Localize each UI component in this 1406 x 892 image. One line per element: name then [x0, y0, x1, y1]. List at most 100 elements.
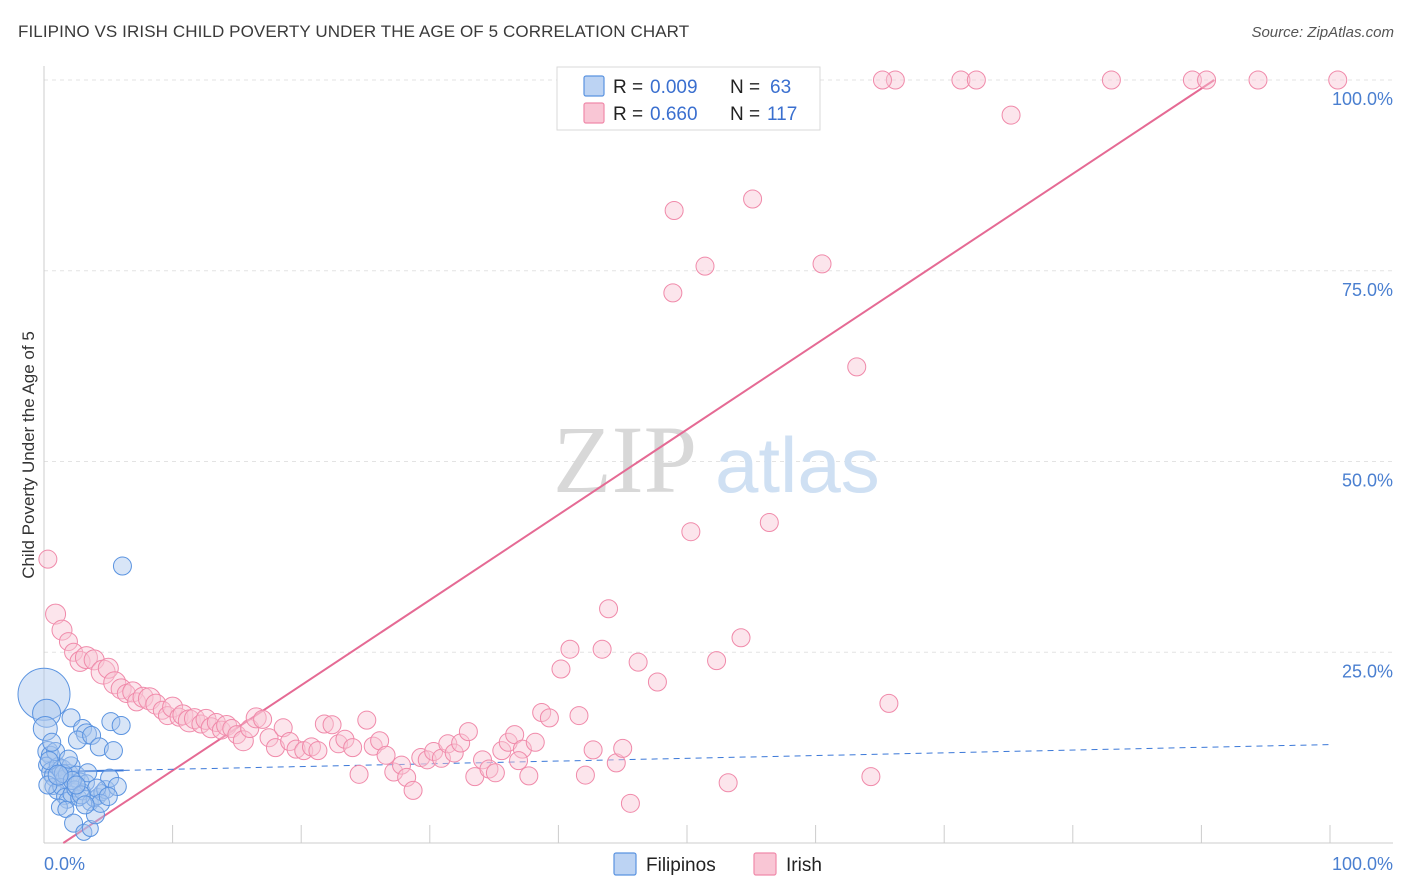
irish-point-75	[519, 766, 539, 786]
irish-point-89	[628, 652, 648, 672]
irish-point-98	[743, 189, 763, 209]
filipinos-point-33	[57, 800, 75, 818]
legend-swatch-filipinos	[583, 75, 605, 97]
irish-point-82	[575, 765, 595, 785]
filipinos-point-42	[82, 725, 102, 745]
filipinos-point-46	[111, 715, 131, 735]
irish-point-4	[64, 642, 84, 662]
y-axis-label: Child Poverty Under the Age of 5	[19, 331, 38, 579]
irish-point-48	[335, 729, 355, 749]
irish-point-78	[539, 708, 559, 728]
irish-point-32	[227, 725, 247, 745]
irish-point-88	[620, 793, 640, 813]
legend-r-value-2: 0.660	[650, 104, 698, 125]
x-tick-label-left: 0.0%	[44, 854, 85, 874]
filipinos-points	[17, 556, 132, 841]
filipinos-point-61	[58, 749, 78, 769]
legend-n-value-1: 63	[770, 77, 791, 98]
filipinos-point-60	[42, 732, 62, 752]
filipinos-point-0	[17, 667, 71, 721]
irish-point-52	[363, 736, 383, 756]
irish-point-3	[58, 632, 78, 652]
irish-point-81	[569, 706, 589, 726]
irish-point-109	[1001, 105, 1021, 125]
tick-labels: 25.0% 50.0% 75.0% 100.0% 0.0% 100.0%	[44, 89, 1393, 874]
irish-point-65	[451, 733, 471, 753]
irish-point-49	[343, 738, 363, 758]
irish-point-87	[613, 738, 633, 758]
bottom-legend-swatch-filipinos	[613, 852, 637, 876]
chart-title: FILIPINO VS IRISH CHILD POVERTY UNDER TH…	[18, 22, 690, 41]
legend-n-value-2: 117	[767, 104, 797, 125]
legend-r-label-2: R =	[613, 104, 643, 125]
irish-point-93	[681, 522, 701, 542]
irish-point-50	[349, 764, 369, 784]
irish-point-104	[861, 767, 881, 787]
irish-point-55	[384, 762, 404, 782]
irish-point-37	[259, 728, 279, 748]
irish-point-66	[458, 722, 478, 742]
irish-point-62	[431, 748, 451, 768]
irish-point-108	[966, 70, 986, 90]
filipinos-point-37	[85, 805, 105, 825]
bottom-legend: Filipinos Irish	[613, 852, 822, 876]
irish-point-53	[370, 731, 390, 751]
filipinos-point-53	[78, 763, 98, 783]
irish-point-20	[162, 696, 184, 718]
irish-point-45	[314, 714, 334, 734]
filipinos-point-45	[101, 712, 121, 732]
irish-point-112	[1197, 70, 1217, 90]
irish-point-36	[253, 709, 273, 729]
filipinos-point-55	[91, 793, 111, 813]
filipinos-point-59	[98, 786, 118, 806]
irish-point-111	[1182, 70, 1202, 90]
irish-point-33	[232, 730, 254, 752]
legend-swatch-irish	[583, 102, 605, 124]
irish-point-1	[45, 603, 67, 625]
filipinos-point-44	[103, 741, 123, 761]
irish-trend-line	[62, 79, 1215, 844]
y-tick-label-2: 75.0%	[1342, 280, 1393, 300]
irish-point-76	[525, 732, 545, 752]
irish-point-6	[74, 646, 98, 670]
irish-point-35	[245, 707, 267, 729]
irish-point-97	[731, 628, 751, 648]
irish-point-96	[718, 773, 738, 793]
irish-point-9	[97, 657, 119, 679]
filipinos-point-40	[75, 723, 97, 745]
legend-n-label-2: N =	[730, 104, 760, 125]
irish-point-41	[286, 739, 306, 759]
bottom-legend-irish: Irish	[786, 855, 822, 876]
watermark-atlas: atlas	[715, 421, 880, 509]
watermark-zip: ZIP	[553, 406, 697, 513]
bottom-legend-filipinos: Filipinos	[646, 855, 716, 876]
bottom-legend-swatch-irish	[753, 852, 777, 876]
y-tick-label-1: 50.0%	[1342, 471, 1393, 491]
source-credit: Source: ZipAtlas.com	[1251, 24, 1394, 41]
irish-point-85	[599, 599, 619, 619]
irish-point-116	[509, 751, 529, 771]
irish-point-102	[812, 254, 832, 274]
legend-r-value-1: 0.009	[650, 77, 698, 98]
top-legend: R = 0.009 N = 63 R = 0.660 N = 117	[556, 66, 821, 131]
irish-point-115	[872, 70, 892, 90]
irish-point-79	[551, 659, 571, 679]
filipinos-point-57	[47, 764, 69, 786]
filipinos-point-62	[75, 795, 95, 815]
filipinos-point-43	[89, 737, 109, 757]
filipinos-point-34	[64, 813, 84, 833]
y-tick-label-0: 25.0%	[1342, 661, 1393, 681]
filipinos-point-47	[112, 556, 132, 576]
irish-point-92	[663, 283, 683, 303]
irish-point-68	[473, 750, 493, 770]
filipinos-point-2	[32, 716, 58, 742]
axes	[43, 66, 1393, 844]
irish-point-86	[606, 753, 626, 773]
filipinos-point-58	[66, 775, 86, 795]
irish-point-40	[280, 732, 300, 752]
irish-point-94	[695, 256, 715, 276]
irish-point-80	[560, 639, 580, 659]
irish-point-54	[376, 745, 396, 765]
filipinos-point-32	[50, 798, 68, 816]
irish-point-0	[38, 549, 58, 569]
